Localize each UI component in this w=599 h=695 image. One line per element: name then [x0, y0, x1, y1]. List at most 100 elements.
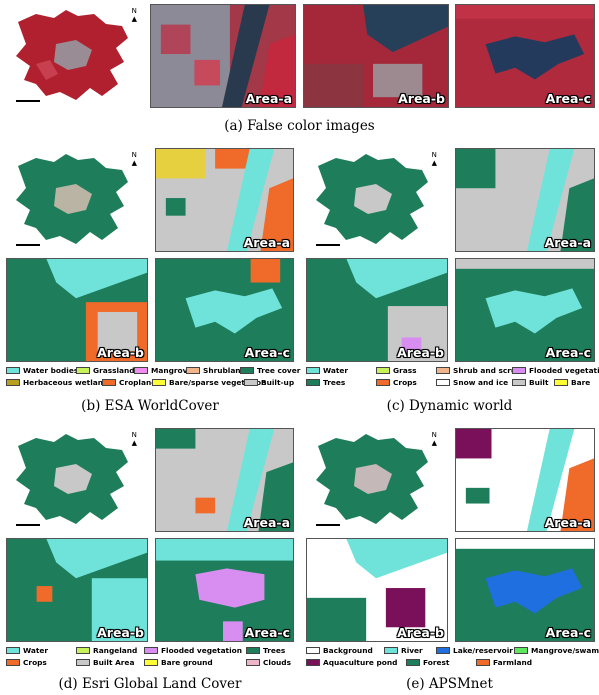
legend-swatch	[436, 647, 450, 654]
caption-c: (c) Dynamic world	[386, 398, 513, 414]
north-arrow-icon: N ▲	[431, 151, 437, 167]
legend-label: Grassland	[93, 366, 135, 375]
legend-swatch	[436, 367, 450, 374]
apsmnet-area-c-label: Area-c	[545, 625, 591, 640]
legend-item: Flooded vegetation	[144, 646, 242, 655]
legend-item: Farmland	[476, 658, 532, 667]
overview-map-esri: N ▲	[6, 428, 143, 532]
legend-label: Lake/reservoir	[453, 646, 513, 655]
legend-label: River	[401, 646, 423, 655]
legend-item: Shrubland	[186, 366, 246, 375]
legend-item: Background	[306, 646, 373, 655]
esa-area-c: Area-c	[155, 258, 294, 362]
legend-swatch	[6, 379, 20, 386]
legend-item: Cropland	[102, 378, 157, 387]
legend-label: Herbaceous wetland	[23, 378, 109, 387]
false-color-area-b: Area-b	[303, 4, 449, 108]
area-b-label: Area-b	[398, 91, 445, 106]
legend-item: River	[384, 646, 423, 655]
apsmnet-area-a: Area-a	[455, 428, 595, 532]
legend-swatch	[306, 367, 320, 374]
legend-label: Rangeland	[93, 646, 138, 655]
legend-item: Tree cover	[240, 366, 300, 375]
legend-label: Water	[23, 646, 49, 655]
esri-area-b-label: Area-b	[97, 625, 144, 640]
legend-label: Farmland	[493, 658, 533, 667]
legend-item: Mangroves	[134, 366, 197, 375]
north-arrow-icon: N ▲	[131, 7, 137, 23]
legend-swatch	[152, 379, 166, 386]
legend-label: Shrub and scrub	[453, 366, 522, 375]
esri-area-a: Area-a	[155, 428, 294, 532]
dw-area-a: Area-a	[455, 148, 595, 252]
legend-item: Bare	[554, 378, 590, 387]
legend-label: Crops	[23, 658, 47, 667]
caption-a: (a) False color images	[224, 118, 375, 134]
esri-area-a-label: Area-a	[243, 515, 290, 530]
overview-map-dynamic-world: N ▲	[306, 148, 443, 252]
legend-swatch	[406, 659, 420, 666]
legend-label: Shrubland	[203, 366, 246, 375]
legend-swatch	[6, 647, 20, 654]
scale-bar	[316, 524, 340, 526]
legend-label: Forest	[423, 658, 450, 667]
legend-swatch	[6, 659, 20, 666]
dw-area-c: Area-c	[455, 258, 595, 362]
legend-label: Mangroves	[151, 366, 197, 375]
esri-area-c-label: Area-c	[244, 625, 290, 640]
north-arrow-icon: N ▲	[131, 151, 137, 167]
legend-swatch	[76, 659, 90, 666]
legend-label: Bare ground	[161, 658, 213, 667]
scale-bar	[16, 100, 40, 102]
legend-item: Bare ground	[144, 658, 213, 667]
legend-swatch	[144, 647, 158, 654]
legend-swatch	[376, 379, 390, 386]
legend-label: Bare/sparse vegetation	[169, 378, 267, 387]
legend-item: Bare/sparse vegetation	[152, 378, 266, 387]
scale-bar	[316, 244, 340, 246]
legend-swatch	[436, 379, 450, 386]
north-arrow-icon: N ▲	[131, 431, 137, 447]
legend-swatch	[246, 659, 260, 666]
legend-swatch	[6, 367, 20, 374]
esri-area-b: Area-b	[6, 538, 148, 642]
legend-label: Crops	[393, 378, 417, 387]
legend-swatch	[134, 367, 148, 374]
legend-label: Trees	[323, 378, 346, 387]
legend-swatch	[384, 647, 398, 654]
legend-item: Herbaceous wetland	[6, 378, 108, 387]
legend-label: Built-up	[261, 378, 295, 387]
dw-area-c-label: Area-c	[545, 345, 591, 360]
legend-label: Water bodies	[23, 366, 79, 375]
legend-label: Water	[323, 366, 349, 375]
legend-swatch	[144, 659, 158, 666]
esa-area-c-label: Area-c	[244, 345, 290, 360]
legend-swatch	[186, 367, 200, 374]
legend-swatch	[76, 367, 90, 374]
overview-map-false-color: N ▲	[6, 4, 143, 108]
legend-label: Built Area	[93, 658, 135, 667]
legend-swatch	[246, 647, 260, 654]
legend-item: Trees	[246, 646, 285, 655]
legend-swatch	[514, 647, 528, 654]
legend-swatch	[102, 379, 116, 386]
overview-map-apsmnet: N ▲	[306, 428, 443, 532]
legend-label: Tree cover	[257, 366, 301, 375]
legend-item: Built Area	[76, 658, 134, 667]
legend-item: Clouds	[246, 658, 291, 667]
apsmnet-area-b: Area-b	[306, 538, 448, 642]
legend-swatch	[240, 367, 254, 374]
legend-swatch	[306, 659, 320, 666]
area-c-label: Area-c	[545, 91, 591, 106]
legend-item: Aquaculture pond	[306, 658, 397, 667]
legend-label: Bare	[571, 378, 591, 387]
esa-area-b: Area-b	[6, 258, 148, 362]
legend-label: Aquaculture pond	[323, 658, 398, 667]
legend-label: Mangrove/swamp	[531, 646, 599, 655]
area-a-label: Area-a	[245, 91, 292, 106]
esa-area-a-label: Area-a	[243, 235, 290, 250]
legend-swatch	[376, 367, 390, 374]
legend-item: Grass	[376, 366, 417, 375]
legend-item: Water	[6, 646, 48, 655]
legend-label: Snow and ice	[453, 378, 509, 387]
